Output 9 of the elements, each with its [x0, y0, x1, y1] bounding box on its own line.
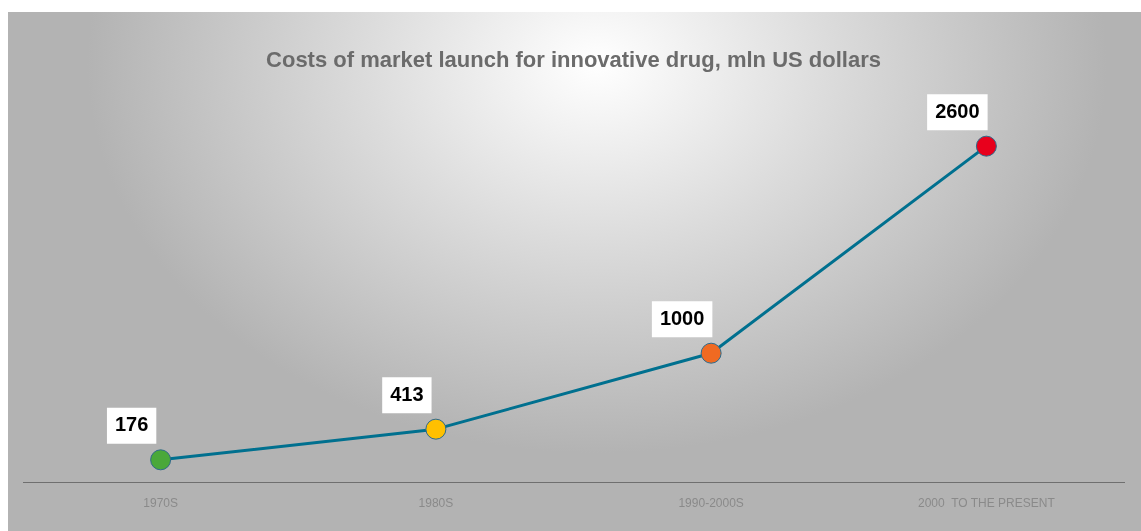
- point: [700, 342, 722, 364]
- data-label: 176: [114, 413, 149, 436]
- data-label: 413: [390, 382, 424, 405]
- point: [975, 135, 997, 157]
- data-label: 2600: [935, 99, 980, 122]
- point: [150, 449, 172, 471]
- point: [425, 418, 447, 440]
- data-label: 1000: [659, 306, 705, 329]
- chart-title: Costs of market launch for innovative drug, mln US dollars: [266, 47, 881, 73]
